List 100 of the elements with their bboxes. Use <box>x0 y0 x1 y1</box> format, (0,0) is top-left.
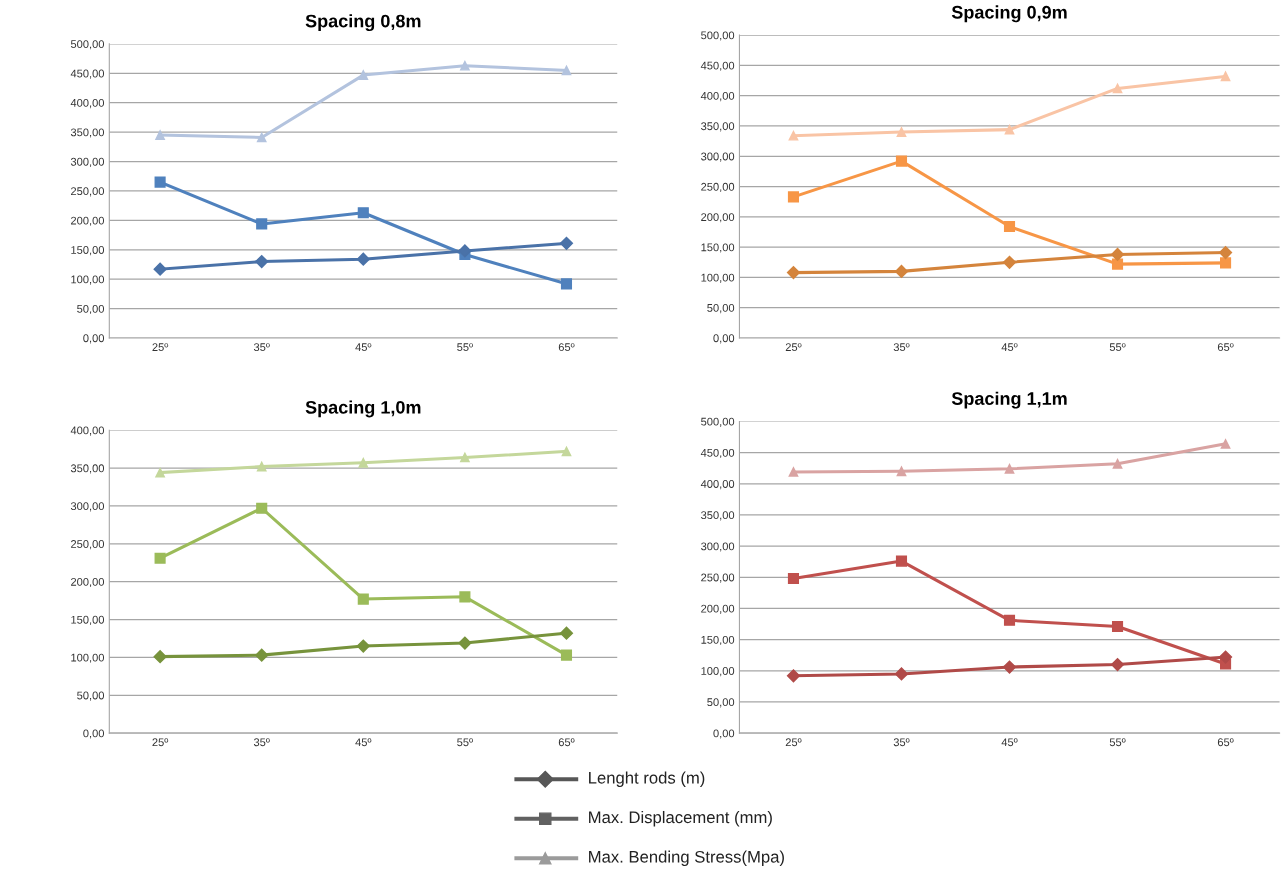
point <box>559 236 574 250</box>
point <box>357 207 369 219</box>
y-tick-label: 250,00 <box>71 540 105 550</box>
y-tick-label: 200,00 <box>701 213 735 223</box>
y-tick-label: 200,00 <box>701 604 735 614</box>
text: Lenght rods (m) <box>589 771 705 787</box>
y-tick-label: 50,00 <box>77 304 105 315</box>
chart-title: Spacing 1,1m <box>951 391 1067 409</box>
point <box>1004 124 1015 135</box>
point <box>256 461 267 472</box>
y-tick-label: 350,00 <box>701 122 735 132</box>
x-tick-label: 25º <box>785 343 802 352</box>
y-tick-label: 350,00 <box>70 464 105 474</box>
point <box>256 218 268 230</box>
y-tick-label: 200,00 <box>71 216 105 226</box>
y-tick-label: 0,00 <box>713 334 735 344</box>
x-tick-label: 45º <box>355 738 372 747</box>
y-tick-label: 350,00 <box>701 511 735 521</box>
y-tick-label: 50,00 <box>77 691 105 701</box>
x-tick-label: 45º <box>1001 343 1018 352</box>
point <box>895 555 908 567</box>
y-tick-label: 500,00 <box>70 40 105 50</box>
point <box>894 264 909 278</box>
point <box>1002 255 1017 269</box>
y-tick-label: 400,00 <box>70 98 105 109</box>
text: Max. Bending Stress(Mpa) <box>589 850 784 867</box>
text: Max. Displacement (mm) <box>589 810 772 827</box>
point <box>1111 258 1124 270</box>
y-tick-label: 300,00 <box>701 152 735 162</box>
x-tick-label: 45º <box>1001 738 1018 747</box>
y-tick-label: 250,00 <box>701 182 735 193</box>
point <box>356 639 370 653</box>
x-tick-label: 35º <box>253 738 270 747</box>
y-tick-label: 450,00 <box>700 61 735 71</box>
y-tick-label: 150,00 <box>71 615 105 625</box>
point <box>1218 650 1233 664</box>
point <box>358 457 369 468</box>
point <box>561 446 572 457</box>
x-tick-label: 65º <box>1217 738 1234 747</box>
x-tick-label: 55º <box>457 738 473 747</box>
y-tick-label: 500,00 <box>701 31 735 41</box>
x-tick-label: 35º <box>893 738 910 747</box>
point <box>788 467 799 477</box>
point <box>155 130 165 140</box>
point <box>561 65 572 76</box>
chart-title: Spacing 0,8m <box>305 14 421 32</box>
point <box>356 252 370 266</box>
point <box>786 669 801 683</box>
point <box>1002 660 1017 674</box>
x-tick-label: 65º <box>558 343 575 352</box>
point <box>560 278 573 290</box>
point <box>458 244 472 258</box>
point <box>895 155 908 167</box>
point <box>1111 620 1124 633</box>
point <box>787 572 800 585</box>
y-tick-label: 250,00 <box>701 573 735 583</box>
point <box>1004 463 1015 474</box>
point <box>1218 246 1233 260</box>
point <box>460 60 470 71</box>
y-tick-label: 0,00 <box>83 729 105 739</box>
x-tick-label: 35º <box>253 343 270 352</box>
point <box>896 127 907 137</box>
y-tick-label: 100,00 <box>701 667 735 677</box>
y-tick-label: 50,00 <box>707 698 735 708</box>
point <box>255 648 269 662</box>
y-tick-label: 350,00 <box>70 128 105 138</box>
y-tick-label: 50,00 <box>707 304 735 314</box>
point <box>1112 458 1123 469</box>
point <box>358 70 369 80</box>
point <box>1112 83 1123 94</box>
y-tick-label: 300,00 <box>701 542 735 552</box>
point <box>256 132 267 143</box>
x-tick-label: 55º <box>1109 738 1126 747</box>
y-tick-label: 450,00 <box>700 448 735 459</box>
point <box>1003 614 1016 626</box>
y-tick-label: 0,00 <box>713 729 735 739</box>
point <box>459 591 471 603</box>
x-tick-label: 55º <box>457 343 473 352</box>
point <box>154 552 166 564</box>
point <box>788 130 799 141</box>
x-tick-label: 65º <box>558 738 575 747</box>
x-tick-label: 35º <box>893 343 910 352</box>
point <box>1220 439 1231 449</box>
chart-title: Spacing 1,0m <box>305 400 421 418</box>
point <box>1110 247 1125 262</box>
y-tick-label: 250,00 <box>71 187 105 197</box>
y-tick-label: 400,00 <box>700 480 735 490</box>
chart-title: Spacing 0,9m <box>951 5 1067 23</box>
x-tick-label: 55º <box>1109 343 1126 352</box>
y-tick-label: 0,00 <box>83 334 105 344</box>
x-tick-label: 25º <box>152 343 169 352</box>
point <box>560 649 573 661</box>
point <box>255 254 269 269</box>
point <box>896 466 907 477</box>
y-tick-label: 100,00 <box>71 275 105 285</box>
point <box>894 667 909 681</box>
y-tick-label: 300,00 <box>70 502 105 512</box>
point <box>1220 257 1232 269</box>
y-tick-label: 150,00 <box>701 243 735 253</box>
point <box>1220 71 1231 82</box>
